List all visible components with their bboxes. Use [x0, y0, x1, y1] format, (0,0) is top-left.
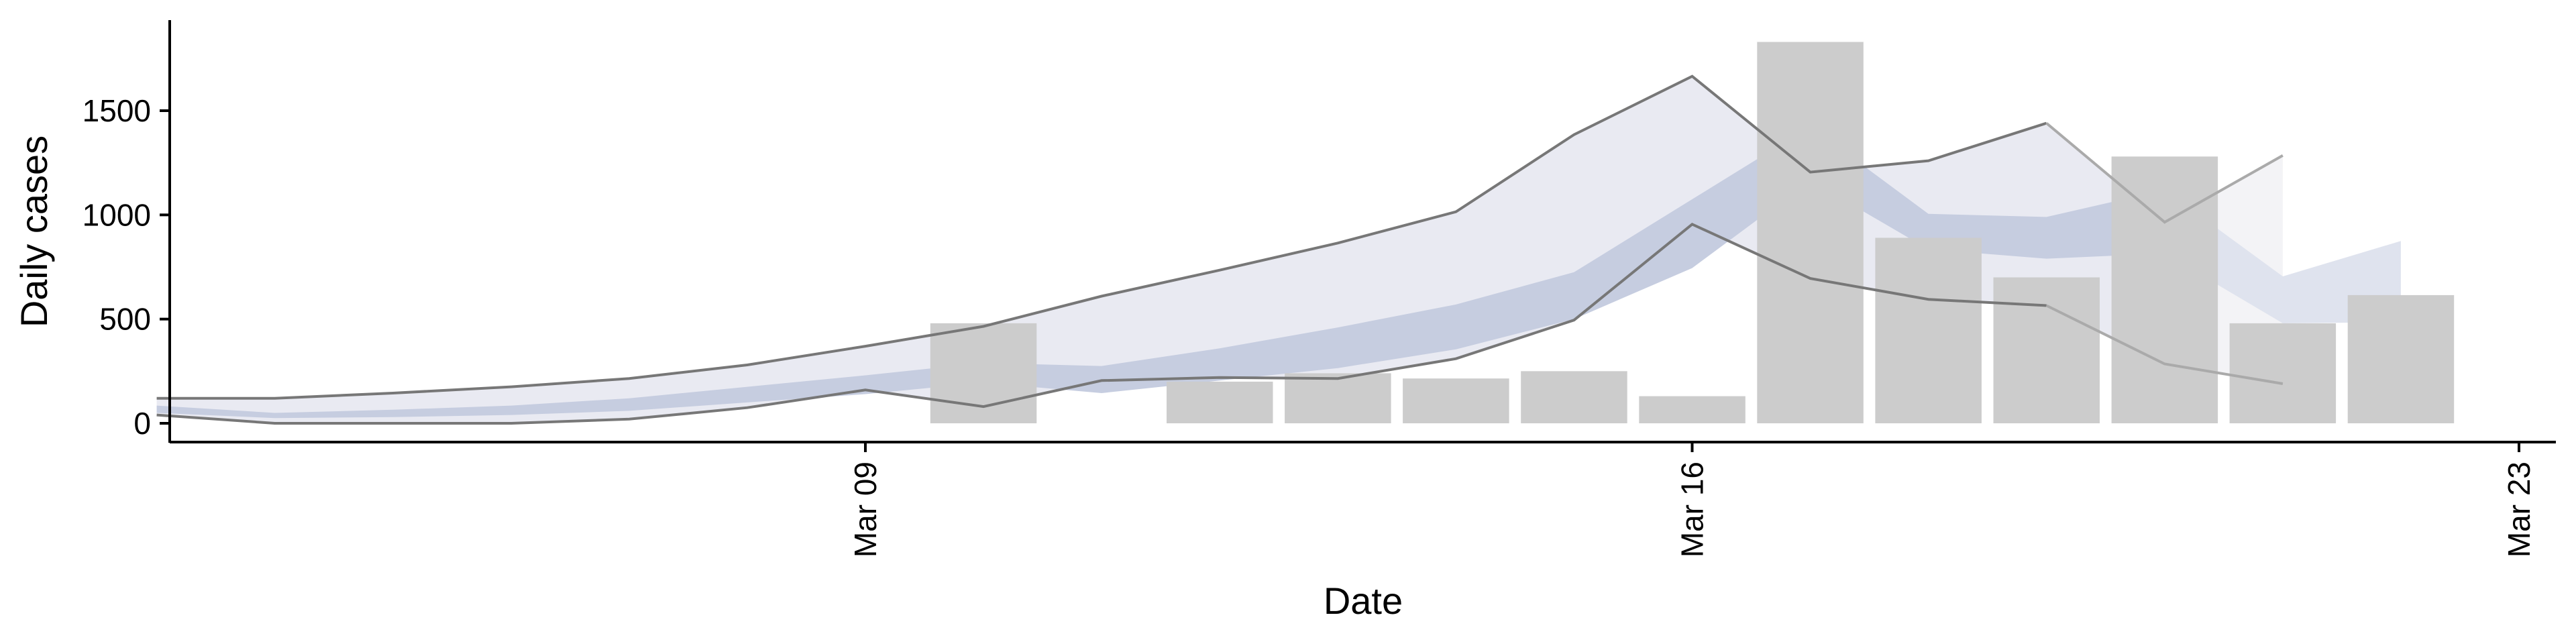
x-tick-label: Mar 16: [1675, 462, 1710, 557]
upper-bound-projection-line: [2045, 122, 2284, 224]
y-tick-label: 1500: [83, 93, 151, 128]
observed-bars: [930, 42, 2455, 424]
x-tick-label: Mar 09: [848, 462, 883, 557]
observed-bar: [2347, 294, 2455, 423]
lower-bound-line: [156, 222, 2047, 425]
lower-bound-projection-line: [2045, 304, 2284, 385]
observed-bar: [1757, 42, 1864, 423]
x-ticks: Mar 09 Mar 16 Mar 23: [848, 442, 2536, 557]
observed-bar: [2229, 323, 2337, 423]
observed-bar: [930, 323, 1037, 423]
y-ticks: 0 500 1000 1500: [83, 93, 170, 441]
y-tick-label: 1000: [83, 197, 151, 232]
outer-interval-band: [156, 76, 2165, 423]
observed-bar: [1639, 396, 1746, 423]
observed-bar: [1993, 277, 2100, 423]
inner-interval-band: [156, 126, 2165, 419]
x-tick-label: Mar 23: [2502, 462, 2536, 557]
y-tick-label: 0: [133, 406, 151, 441]
observed-bar: [1875, 237, 1982, 423]
interval-bound-lines: [156, 74, 2284, 425]
y-tick-label: 500: [99, 302, 151, 337]
inner-projection-band: [2164, 190, 2401, 323]
observed-bar: [1167, 381, 1273, 423]
axes: [168, 20, 2556, 443]
y-axis-title: Daily cases: [13, 136, 55, 327]
observed-bar: [1403, 378, 1509, 423]
upper-bound-line: [156, 74, 2047, 400]
observed-bar: [1285, 373, 1391, 423]
observed-bar: [2111, 156, 2218, 424]
observed-bar: [1521, 371, 1627, 423]
x-axis-title: Date: [1324, 580, 1403, 622]
